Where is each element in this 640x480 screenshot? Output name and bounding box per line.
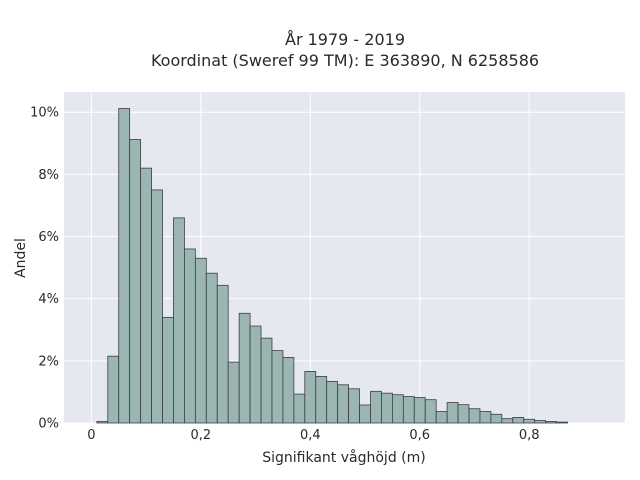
chart-title-line-1: År 1979 - 2019	[285, 30, 405, 49]
histogram-bar	[238, 312, 251, 424]
histogram-bar	[140, 167, 152, 424]
histogram-bar	[315, 375, 328, 424]
histogram-bar	[205, 272, 218, 424]
histogram-bar	[490, 413, 503, 424]
histogram-bar	[260, 337, 273, 424]
histogram-bar	[391, 394, 404, 424]
histogram-bars	[96, 108, 568, 424]
histogram-bar	[293, 393, 306, 424]
y-tick-label: 10%	[30, 106, 59, 121]
histogram-bar	[512, 417, 525, 424]
histogram-bar	[162, 316, 174, 424]
histogram-bar	[370, 390, 382, 424]
x-tick-label: 0,2	[190, 428, 211, 443]
histogram-bar	[545, 421, 557, 424]
histogram-bar	[468, 408, 481, 424]
y-tick-label: 0%	[38, 417, 59, 432]
histogram-bar	[326, 380, 339, 424]
x-axis-ticks: 0 0,2 0,4 0,6 0,8	[87, 428, 539, 443]
histogram-bar	[446, 402, 459, 424]
y-tick-label: 6%	[38, 230, 59, 245]
y-tick-label: 8%	[38, 168, 59, 183]
x-axis-label: Signifikant våghöjd (m)	[262, 449, 425, 466]
y-axis-ticks: 0% 2% 4% 6% 8% 10%	[30, 106, 59, 432]
histogram-bar	[381, 392, 393, 424]
histogram-bar	[151, 189, 163, 424]
histogram-bar	[227, 361, 240, 424]
histogram-bar	[424, 399, 437, 424]
histogram-bar	[435, 411, 448, 424]
histogram-bar	[282, 357, 295, 424]
histogram-bar	[129, 139, 142, 424]
histogram-bar	[457, 404, 470, 424]
histogram-bar	[184, 248, 196, 424]
histogram-bar	[216, 284, 229, 424]
histogram-bar	[118, 108, 131, 424]
histogram-bar	[402, 396, 415, 424]
histogram-bar	[501, 418, 514, 424]
histogram-bar	[304, 371, 317, 424]
histogram-bar	[96, 421, 109, 424]
histogram-bar	[359, 404, 371, 424]
histogram-bar	[337, 384, 350, 424]
x-tick-label: 0,8	[519, 428, 540, 443]
histogram-bar	[249, 325, 262, 424]
y-tick-label: 2%	[38, 354, 59, 369]
chart-title-line-2: Koordinat (Sweref 99 TM): E 363890, N 62…	[151, 51, 539, 70]
histogram-bar	[523, 418, 536, 424]
x-tick-label: 0,4	[300, 428, 321, 443]
histogram-bar	[107, 355, 120, 424]
histogram-bar	[271, 350, 284, 424]
histogram-bar	[348, 388, 360, 424]
histogram-bar	[556, 421, 568, 424]
x-tick-label: 0,6	[409, 428, 430, 443]
histogram-bar	[173, 217, 185, 424]
histogram-bar	[479, 411, 492, 424]
histogram-bar	[413, 397, 426, 424]
histogram-bar	[194, 257, 207, 424]
histogram-bar	[534, 420, 547, 424]
x-tick-label: 0	[87, 428, 95, 443]
y-axis-label: Andel	[13, 238, 29, 278]
y-tick-label: 4%	[38, 292, 59, 307]
